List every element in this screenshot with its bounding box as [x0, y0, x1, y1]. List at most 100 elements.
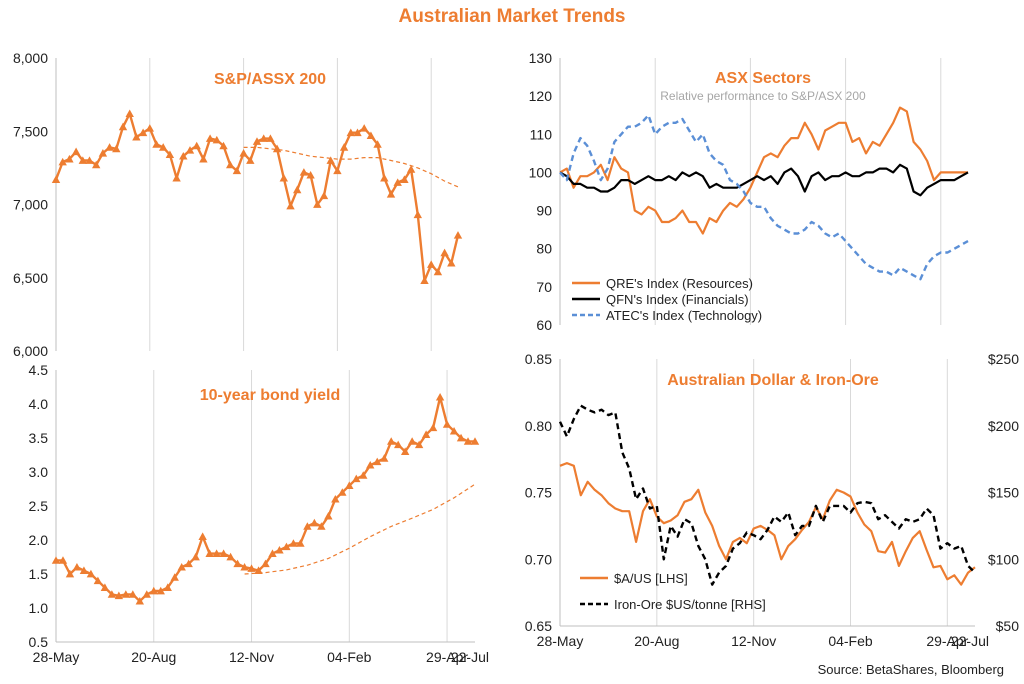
y-tick-label: 2.0 — [29, 532, 49, 548]
data-point-marker — [387, 437, 396, 445]
sectors-series — [559, 106, 969, 281]
y-tick-label: 0.85 — [525, 351, 552, 367]
x-tick-label: 29-Apr — [926, 633, 968, 649]
legend-label-2: ATEC's Index (Technology) — [606, 308, 762, 323]
aud-iron-chart-title: Australian Dollar & Iron-Ore — [667, 372, 879, 389]
x-tick-label: 22-Jul — [951, 633, 989, 649]
aud-iron-panel: 0.65 0.70 0.75 0.80 0.85 $50 $100 $150 $200 $250… — [525, 351, 1019, 649]
data-point-marker — [313, 200, 322, 208]
y-tick-label: 110 — [530, 126, 553, 142]
data-point-marker — [156, 586, 165, 595]
data-point-marker — [324, 512, 333, 520]
data-point-marker — [442, 420, 452, 428]
y2-tick-label: $200 — [988, 418, 1019, 434]
legend-label-1: QFN's Index (Financials) — [606, 292, 749, 307]
bond-panel: 0.5 1.0 1.5 2.0 2.5 3.0 3.5 4.0 4.5 28-May 20-Aug… — [29, 362, 489, 665]
data-point-marker — [306, 171, 315, 179]
data-point-marker — [303, 522, 312, 530]
series-line-1 — [244, 483, 476, 575]
data-point-marker — [421, 430, 431, 438]
data-point-marker — [310, 518, 319, 527]
data-point-marker — [286, 201, 295, 210]
sectors-panel: 60 70 80 90 100 110 120 130 ASX Sectors Relativ… — [529, 50, 969, 333]
data-point-marker — [118, 122, 128, 131]
data-point-marker — [360, 124, 369, 132]
aud-iron-y2-tick-labels: $50 $100 $150 $200 $250 — [988, 351, 1019, 634]
y-tick-label: 7,500 — [13, 123, 48, 139]
data-point-marker — [192, 141, 201, 150]
y-tick-label: 90 — [536, 203, 552, 219]
data-point-marker — [172, 173, 181, 182]
data-point-marker — [259, 134, 268, 142]
data-point-marker — [345, 481, 354, 489]
data-point-marker — [366, 131, 376, 140]
y2-tick-label: $150 — [988, 485, 1019, 501]
data-point-marker — [420, 276, 429, 285]
y-tick-label: 6,000 — [13, 343, 48, 359]
data-point-marker — [138, 128, 148, 137]
data-point-marker — [427, 260, 436, 268]
data-point-marker — [185, 146, 195, 154]
data-point-marker — [279, 173, 288, 182]
data-point-marker — [407, 437, 417, 445]
sectors-legend: QRE's Index (Resources)QFN's Index (Fina… — [572, 276, 762, 323]
aud-iron-legend: $A/US [LHS] Iron-Ore $US/tonne [RHS] — [580, 571, 766, 612]
data-point-marker — [100, 583, 110, 591]
page-title: Australian Market Trends — [398, 6, 626, 27]
data-point-marker — [212, 549, 221, 557]
data-point-marker — [326, 156, 335, 164]
asx200-gridlines — [149, 58, 432, 351]
y-tick-label: 60 — [536, 317, 552, 333]
y-tick-label: 1.5 — [29, 566, 49, 582]
data-point-marker — [135, 597, 144, 605]
legend-label-0: QRE's Index (Resources) — [606, 276, 753, 291]
data-point-marker — [406, 165, 416, 173]
data-point-marker — [275, 546, 284, 554]
y-tick-label: 1.0 — [29, 600, 49, 616]
y-tick-label: 0.65 — [525, 618, 552, 634]
data-point-marker — [121, 590, 131, 598]
data-point-marker — [72, 563, 82, 571]
aud-iron-series — [558, 404, 976, 586]
data-point-marker — [268, 549, 277, 557]
data-point-marker — [152, 140, 161, 148]
data-point-marker — [79, 566, 89, 574]
data-point-marker — [165, 150, 175, 159]
y-tick-label: 4.5 — [29, 362, 49, 378]
data-point-marker — [125, 109, 134, 118]
series-line-0 — [559, 462, 976, 586]
data-point-marker — [449, 427, 459, 435]
y-tick-label: 80 — [536, 241, 552, 257]
sectors-chart-subtitle: Relative performance to S&P/ASX 200 — [660, 89, 866, 103]
data-point-marker — [184, 559, 193, 568]
data-point-marker — [254, 566, 263, 574]
data-point-marker — [413, 210, 422, 219]
y-tick-label: 130 — [529, 50, 553, 66]
y-tick-label: 120 — [529, 88, 553, 104]
sectors-y-tick-labels: 60 70 80 90 100 110 120 130 — [529, 50, 553, 333]
y2-tick-label: $100 — [988, 551, 1019, 567]
y-tick-label: 7,000 — [13, 197, 48, 213]
data-point-marker — [240, 563, 249, 571]
data-point-marker — [78, 156, 87, 164]
data-point-marker — [296, 539, 305, 547]
data-point-marker — [198, 532, 207, 540]
x-tick-label: 20-Aug — [634, 633, 679, 649]
asx200-panel: 6,000 6,500 7,000 7,500 8,000 S&P/ASSX 200 — [13, 50, 463, 359]
data-point-marker — [219, 141, 228, 150]
data-point-marker — [142, 590, 151, 598]
data-point-marker — [98, 149, 108, 157]
data-point-marker — [380, 173, 389, 182]
data-point-marker — [435, 393, 445, 401]
data-point-marker — [51, 556, 61, 564]
data-point-marker — [205, 549, 214, 557]
data-point-marker — [114, 591, 124, 600]
data-point-marker — [226, 552, 235, 561]
asx200-series — [51, 109, 463, 285]
data-point-marker — [266, 134, 275, 142]
bond-series — [51, 393, 480, 605]
data-point-marker — [440, 248, 449, 257]
data-point-marker — [453, 231, 463, 239]
